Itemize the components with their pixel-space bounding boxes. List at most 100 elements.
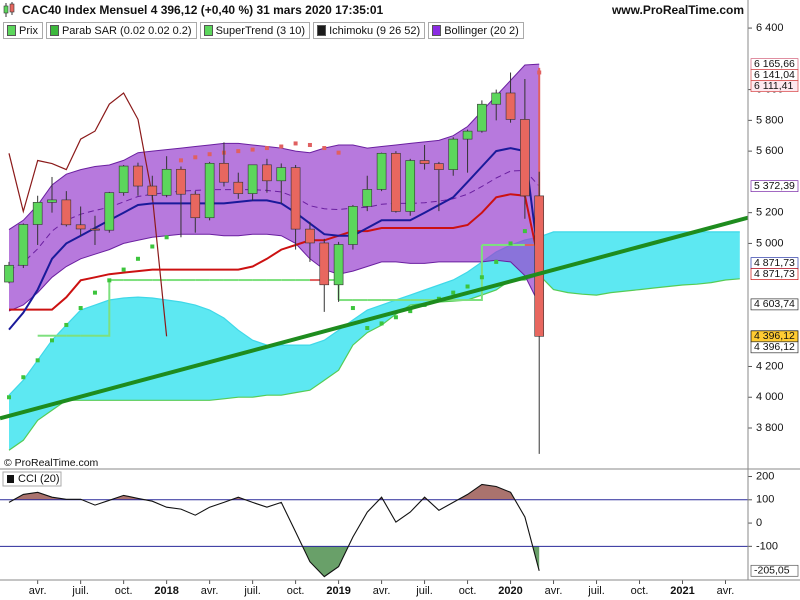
candle-body	[391, 152, 401, 212]
candle-body	[448, 138, 459, 170]
logo	[3, 2, 15, 17]
sar-dot	[21, 375, 26, 380]
last-value-box	[750, 298, 799, 311]
candle-body	[534, 195, 545, 337]
span-b	[8, 274, 740, 451]
x-tick-label: oct.	[115, 585, 133, 597]
y-tick-label: 200	[756, 470, 774, 482]
legend-item: Bollinger (20 2)	[428, 22, 524, 39]
x-tick-label: avr.	[29, 585, 47, 597]
candle-body	[348, 206, 358, 245]
candle-body	[32, 202, 43, 225]
candle-body	[233, 181, 244, 194]
sar-dot	[164, 235, 169, 240]
last-value-box	[750, 180, 799, 192]
tenkan	[8, 147, 541, 331]
sar-dot	[408, 309, 413, 314]
last-value-label: 6 141,04	[754, 69, 795, 81]
x-tick-label: 2019	[326, 585, 350, 597]
candle-body	[290, 167, 301, 230]
candle-body	[161, 168, 172, 196]
x-tick-label: avr.	[201, 585, 219, 597]
last-value-label: -205,05	[754, 565, 790, 577]
bollinger-lower	[8, 233, 540, 312]
candle-body	[505, 92, 516, 120]
sar-dot	[121, 267, 126, 272]
sar-dot	[207, 152, 212, 157]
x-tick-label: juil.	[415, 585, 433, 597]
sar-dot	[150, 244, 155, 249]
candle-body	[133, 165, 143, 187]
sar-dot	[350, 306, 355, 311]
sar-dot	[479, 275, 484, 280]
site: www.ProRealTime.com	[611, 3, 744, 17]
candle-body	[262, 164, 272, 182]
y-tick-label: 6 400	[756, 22, 784, 34]
cci-plot	[0, 483, 748, 578]
bollinger-upper	[8, 63, 540, 231]
kijun	[9, 193, 541, 311]
candle-body	[419, 160, 430, 164]
sar-dot	[307, 142, 312, 147]
cci-line	[8, 483, 540, 578]
sar-dot	[279, 144, 284, 149]
sar-dot	[236, 149, 241, 154]
sar-dot	[537, 70, 542, 75]
legend-swatch	[49, 25, 59, 36]
candle-body	[520, 119, 530, 197]
candle-body	[176, 168, 186, 195]
last-value-box	[750, 564, 799, 577]
x-tick-label: 2018	[154, 585, 178, 597]
candle-body	[190, 193, 201, 219]
legend-swatch	[7, 25, 16, 36]
candle-body	[61, 199, 72, 226]
x-tick-label: 2020	[498, 585, 522, 597]
legend-label: SuperTrend (3 10)	[215, 24, 306, 37]
sar-dot	[494, 259, 499, 264]
sar-dot	[250, 147, 255, 152]
cci-legend-box	[2, 471, 62, 487]
candle-body	[4, 264, 14, 283]
last-value-label: 6 165,66	[754, 58, 795, 70]
sar-dot	[522, 229, 527, 234]
candle-body	[405, 160, 416, 212]
legend-item: Ichimoku (9 26 52)	[313, 22, 426, 39]
y-tick-label: 5 200	[756, 207, 784, 219]
legend: Prix Parab SAR (0.02 0.02 0.2) SuperTrend …	[3, 22, 524, 39]
y-tick-label: 5 800	[756, 114, 784, 126]
x-tick-label: avr.	[545, 585, 563, 597]
x-tick-label: juil.	[243, 585, 261, 597]
last-value-label: 4 871,73	[754, 257, 795, 269]
sar-dot	[107, 278, 112, 283]
y-tick-label: 5 600	[756, 145, 784, 157]
sar-dot	[193, 155, 198, 160]
last-value-label: 4 871,73	[754, 268, 795, 280]
candle-body	[305, 228, 315, 244]
supertrend-segment	[467, 244, 483, 302]
sar-dot	[49, 338, 54, 343]
last-value-label: 5 372,39	[754, 180, 795, 192]
last-value-box	[750, 268, 799, 281]
ichimoku-cloud	[9, 231, 740, 451]
sar-dot	[365, 326, 370, 331]
legend-swatch	[432, 25, 442, 36]
x-tick-label: oct.	[631, 585, 649, 597]
last-value-label: 4 396,12	[754, 330, 795, 342]
sar-dot	[508, 241, 513, 246]
y-tick-label: 4 200	[756, 360, 784, 372]
sar-dot	[64, 322, 69, 327]
y-tick-label: -100	[756, 540, 778, 552]
trend-line	[0, 215, 748, 421]
sar-dot	[78, 306, 83, 311]
candle-body	[104, 192, 115, 231]
y-tick-label: 100	[756, 494, 774, 506]
candle-body	[90, 228, 100, 231]
sar-dot	[336, 150, 341, 155]
x-tick-label: 2021	[670, 585, 694, 597]
y-tick-label: 0	[756, 517, 762, 529]
sar-dot	[451, 290, 456, 295]
last-value-label: 6 111,41	[754, 80, 793, 92]
